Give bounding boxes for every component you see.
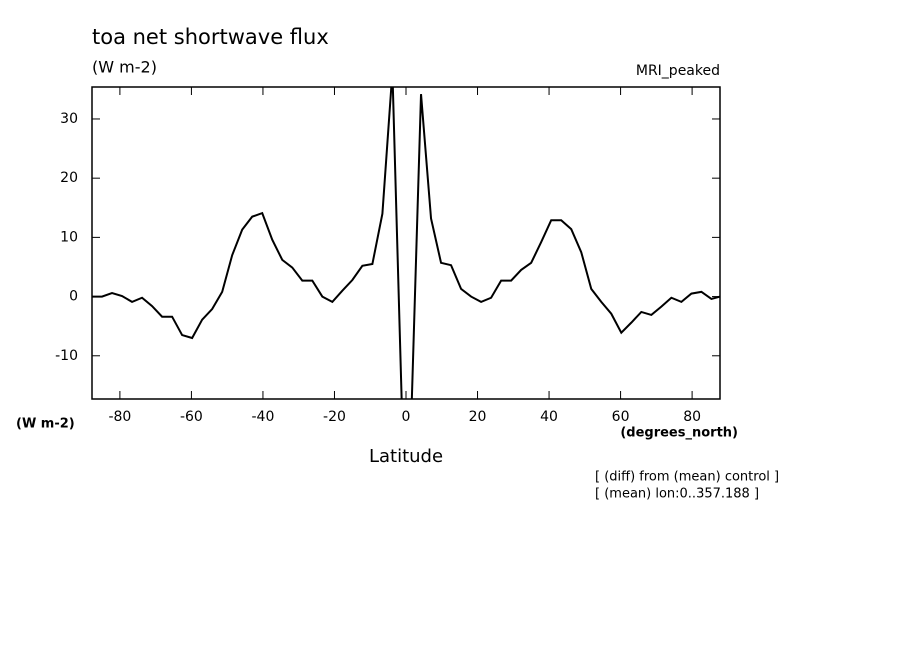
dataset-label: MRI_peaked <box>636 63 720 79</box>
y-tick-label: 20 <box>60 170 78 186</box>
x-tick-label: -20 <box>323 409 346 425</box>
y-tick-label: 10 <box>60 229 78 245</box>
x-tick-label: -40 <box>252 409 275 425</box>
x-tick-label: 20 <box>469 409 487 425</box>
note: [ (diff) from (mean) control ] <box>595 470 779 485</box>
data-line <box>92 87 720 399</box>
x-tick-label: 0 <box>402 409 411 425</box>
y-tick-label: 30 <box>60 111 78 127</box>
x-tick-label: -80 <box>108 409 131 425</box>
x-tick-label: -60 <box>180 409 203 425</box>
chart-title: toa net shortwave flux <box>92 25 329 49</box>
x-tick-label: 80 <box>683 409 701 425</box>
x-axis-label: Latitude <box>369 446 443 467</box>
y-axis-label: (W m-2) <box>16 417 75 432</box>
note: [ (mean) lon:0..357.188 ] <box>595 487 759 502</box>
y-tick-label: 0 <box>69 289 78 305</box>
x-units: (degrees_north) <box>620 426 738 441</box>
units: (W m-2) <box>92 58 157 77</box>
y-tick-label: -10 <box>55 348 78 364</box>
x-tick-label: 60 <box>612 409 630 425</box>
plot-frame <box>91 86 721 400</box>
x-tick-label: 40 <box>540 409 558 425</box>
